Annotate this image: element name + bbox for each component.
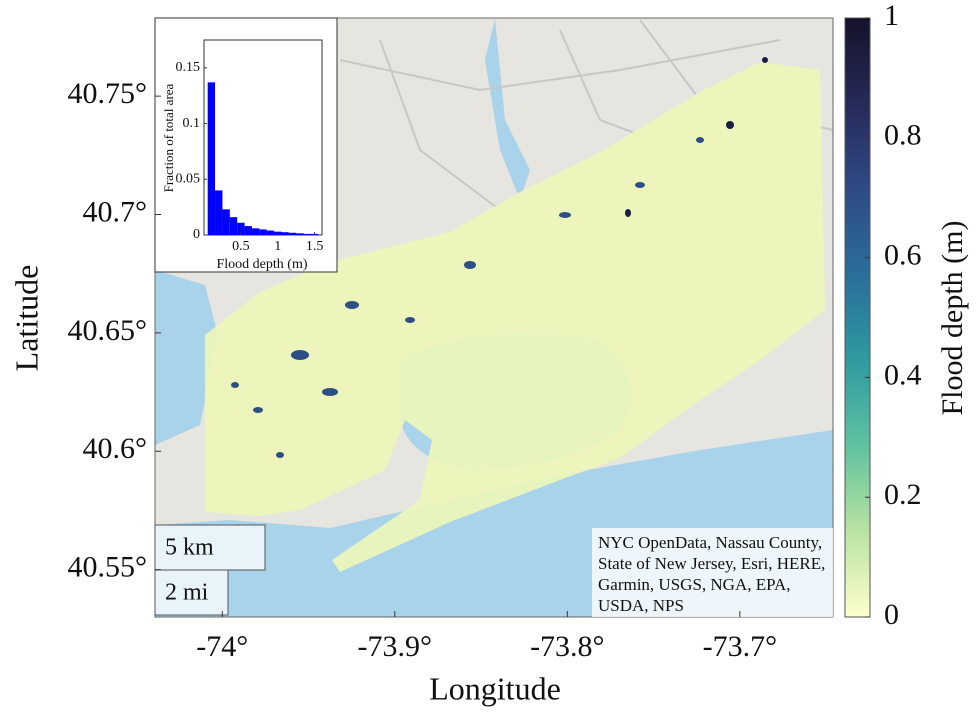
colorbar-tick-label: 1 — [884, 0, 899, 32]
histogram-bar — [303, 233, 311, 235]
flood-spots — [231, 57, 768, 458]
scale-bar-label: 5 km — [165, 535, 214, 561]
flood-extent — [205, 62, 825, 572]
histogram-bar — [215, 190, 223, 235]
basemap — [155, 18, 833, 617]
y-tick-label: 40.75° — [68, 77, 148, 110]
water — [155, 270, 218, 445]
x-axis-label: Longitude — [429, 670, 561, 706]
colorbar-tick-label: 0.2 — [884, 478, 922, 511]
histogram-bar — [251, 228, 260, 235]
histogram-bar — [266, 230, 275, 235]
x-tick-label: -73.8° — [530, 630, 605, 663]
y-tick-label: 40.65° — [68, 314, 148, 347]
inset-y-tick-label: 0.1 — [183, 116, 201, 131]
histogram-bar — [259, 229, 267, 235]
x-tick-label: -73.7° — [703, 630, 778, 663]
colorbar-tick-label: 0.4 — [884, 358, 922, 391]
x-tick-label: -73.9° — [358, 630, 433, 663]
map-frame — [154, 17, 834, 618]
colorbar — [844, 17, 871, 618]
scale-bar-mi — [154, 569, 229, 616]
y-axis-label: Latitude — [8, 265, 44, 372]
inset-y-tick-label: 0.05 — [176, 172, 201, 187]
water — [485, 18, 530, 200]
scale-bar-label: 2 mi — [165, 580, 209, 606]
x-tick-label: -74° — [196, 630, 248, 663]
histogram-bar — [244, 226, 252, 235]
attribution-box: NYC OpenData, Nassau County, State of Ne… — [592, 528, 833, 617]
y-tick-label: 40.6° — [83, 432, 148, 465]
colorbar-tick-label: 0 — [884, 598, 899, 631]
inset-y-tick-label: 0.15 — [176, 60, 201, 75]
inset-y-tick-label: 0 — [193, 227, 200, 242]
histogram-bar — [229, 217, 238, 235]
histogram-bar — [222, 209, 230, 235]
y-tick-label: 40.7° — [83, 195, 148, 228]
histogram-bar — [237, 222, 245, 235]
inset-x-tick-label: 0.5 — [232, 239, 250, 254]
colorbar-label: Flood depth (m) — [936, 221, 969, 416]
colorbar-tick-label: 0.6 — [884, 238, 922, 271]
colorbar-tick-label: 0.8 — [884, 119, 922, 152]
inset-x-label: Flood depth (m) — [217, 257, 308, 272]
inset-y-label: Fraction of total area — [161, 83, 176, 192]
histogram-bar — [288, 232, 297, 235]
scale-bar-km — [154, 524, 266, 571]
histogram-bar — [296, 233, 304, 235]
attribution: NYC OpenData, Nassau County, State of Ne… — [592, 528, 833, 617]
inset-x-tick-label: 1 — [274, 239, 281, 254]
histogram-bar — [281, 232, 289, 235]
y-tick-label: 40.55° — [68, 551, 148, 584]
histogram-bar — [207, 82, 216, 235]
inset-x-tick-label: 1.5 — [306, 239, 324, 254]
